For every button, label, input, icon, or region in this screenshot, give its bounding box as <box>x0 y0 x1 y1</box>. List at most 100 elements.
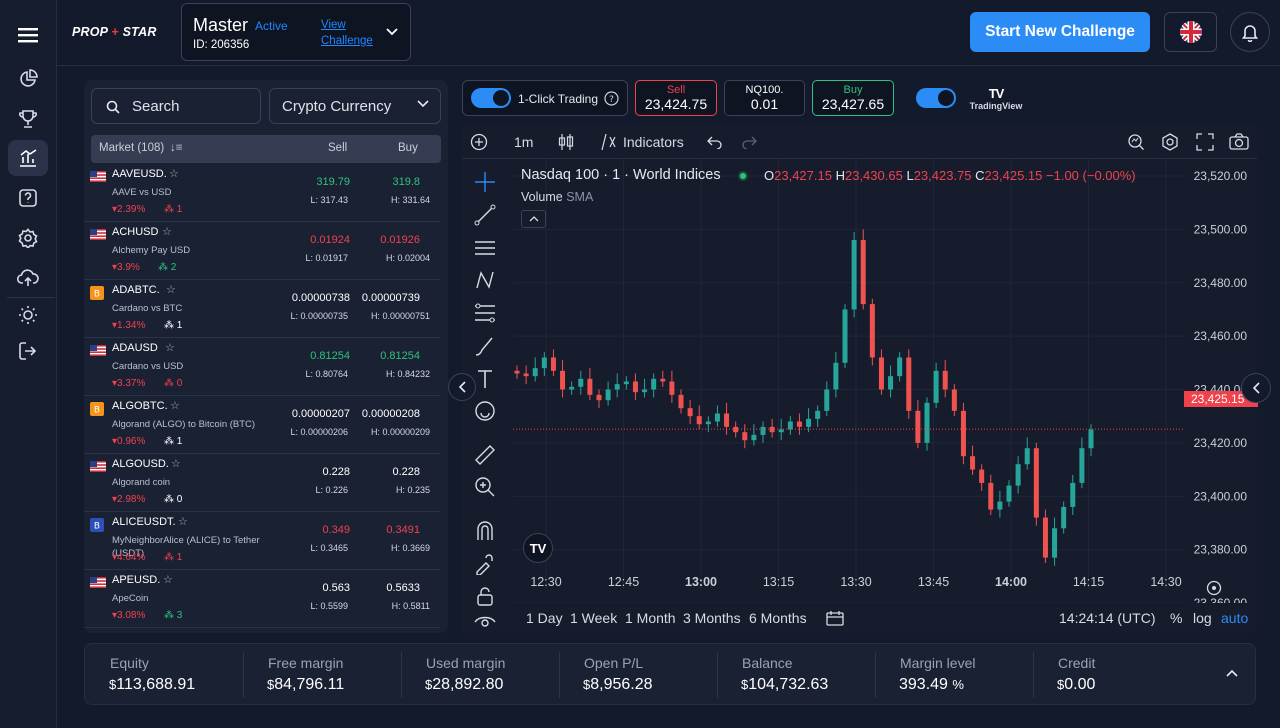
fib-icon[interactable] <box>474 302 496 324</box>
lock-icon[interactable] <box>474 585 496 607</box>
lock-drawing-icon[interactable] <box>474 553 496 575</box>
auto-toggle[interactable]: auto <box>1221 610 1249 626</box>
range-1-day[interactable]: 1 Day <box>526 610 563 626</box>
trend-line-icon[interactable] <box>474 204 496 226</box>
candles-icon[interactable] <box>558 133 574 151</box>
sell-price[interactable]: 319.79 <box>316 176 350 188</box>
buy-price[interactable]: 0.228 <box>392 466 420 478</box>
undo-icon[interactable] <box>707 135 723 149</box>
settings-icon[interactable] <box>1161 133 1179 151</box>
buy-price[interactable]: 0.00000739 <box>361 292 420 304</box>
market-row[interactable]: ADAUSD ☆ Cardano vs USD ▾3.37% ⁂ 0 0.81254 0.8… <box>84 338 440 396</box>
interval-button[interactable]: 1m <box>514 134 534 150</box>
market-row[interactable]: APEUSD. ☆ ApeCoin ▾3.08% ⁂ 3 0.563 0.5633 L: 0.… <box>84 570 440 628</box>
buy-price[interactable]: 0.01926 <box>380 234 420 246</box>
sell-price[interactable]: 0.563 <box>322 582 350 594</box>
market-row[interactable]: B ADABTC. ☆ Cardano vs BTC ▾1.34% ⁂ 1 0.000007… <box>84 280 440 338</box>
sort-icon[interactable]: ↓≡ <box>170 142 183 154</box>
redo-icon[interactable] <box>741 135 757 149</box>
tradingview-badge-icon[interactable]: TV <box>523 533 553 563</box>
star-icon[interactable]: ☆ <box>163 574 173 586</box>
pattern-icon[interactable] <box>474 269 496 291</box>
text-icon[interactable] <box>474 368 496 390</box>
range-3-months[interactable]: 3 Months <box>683 610 741 626</box>
buy-price[interactable]: 319.8 <box>392 176 420 188</box>
market-row[interactable]: ACHUSD ☆ Alchemy Pay USD ▾3.9% ⁂ 2 0.01924 0.0… <box>84 222 440 280</box>
help-icon[interactable] <box>8 180 48 216</box>
start-new-challenge-button[interactable]: Start New Challenge <box>970 12 1150 52</box>
header-market[interactable]: Market (108) <box>99 142 165 154</box>
star-icon[interactable]: ☆ <box>178 516 188 528</box>
sell-price[interactable]: 0.81254 <box>310 350 350 362</box>
chevron-down-icon[interactable] <box>386 25 398 39</box>
category-select[interactable]: Crypto Currency <box>269 88 441 124</box>
range-1-week[interactable]: 1 Week <box>570 610 618 626</box>
settings-icon[interactable] <box>8 220 48 256</box>
buy-price[interactable]: 0.5633 <box>386 582 420 594</box>
sun-icon[interactable] <box>8 297 48 333</box>
search-input[interactable]: Search <box>91 88 261 124</box>
quick-search-icon[interactable] <box>1127 133 1145 151</box>
buy-price[interactable]: 0.00000208 <box>361 408 420 420</box>
range-6-months[interactable]: 6 Months <box>749 610 807 626</box>
range-1-month[interactable]: 1 Month <box>625 610 676 626</box>
emoji-icon[interactable] <box>474 400 496 422</box>
buy-button[interactable]: Buy 23,427.65 <box>812 80 894 116</box>
sell-price[interactable]: 0.01924 <box>310 234 350 246</box>
brand-logo[interactable]: PROP + STAR <box>72 25 157 39</box>
expand-side-panel-button[interactable] <box>1241 373 1271 403</box>
market-row[interactable]: ALGOUSD. ☆ Algorand coin ▾2.98% ⁂ 0 0.228 0.22… <box>84 454 440 512</box>
magnet-icon[interactable] <box>474 520 496 542</box>
zoom-in-icon[interactable] <box>474 476 496 498</box>
star-icon[interactable]: ☆ <box>162 226 172 238</box>
chevron-up-icon[interactable] <box>1226 669 1238 677</box>
collapse-market-panel-button[interactable] <box>448 373 476 401</box>
bell-icon[interactable] <box>1230 12 1270 52</box>
market-row[interactable]: AAVEUSD. ☆ AAVE vs USD ▾2.39% ⁂ 1 319.79 319.8… <box>84 164 440 222</box>
indicators-button[interactable]: Indicators <box>623 134 684 150</box>
sell-price[interactable]: 0.349 <box>322 524 350 536</box>
sell-price[interactable]: 0.00000207 <box>291 408 350 420</box>
ruler-icon[interactable] <box>474 444 496 466</box>
sell-price[interactable]: 0.228 <box>322 466 350 478</box>
sell-button[interactable]: Sell 23,424.75 <box>635 80 717 116</box>
log-toggle[interactable]: log <box>1193 610 1212 626</box>
one-click-toggle[interactable] <box>471 88 511 108</box>
candle-chart[interactable]: 23,520.00 23,500.00 23,480.00 23,460.00 23,4… <box>462 159 1257 603</box>
brush-icon[interactable] <box>474 335 496 357</box>
view-challenge-link[interactable]: View Challenge <box>321 19 373 47</box>
star-icon[interactable]: ☆ <box>171 458 181 470</box>
chart-pie-icon[interactable] <box>8 61 48 97</box>
add-symbol-icon[interactable] <box>470 133 488 151</box>
calendar-icon[interactable] <box>826 610 844 626</box>
upload-icon[interactable] <box>8 260 48 296</box>
one-click-trading[interactable]: 1-Click Trading ? <box>462 80 628 116</box>
market-row[interactable]: B ALICEUSDT. ☆ MyNeighborAlice (ALICE) to T… <box>84 512 440 570</box>
sell-price[interactable]: 0.00000738 <box>291 292 350 304</box>
timezone-settings-icon[interactable] <box>1206 580 1222 596</box>
indicators-icon[interactable] <box>600 133 616 151</box>
trading-icon[interactable] <box>8 140 48 176</box>
trophy-icon[interactable] <box>8 101 48 137</box>
star-icon[interactable]: ☆ <box>170 400 180 412</box>
camera-icon[interactable] <box>1229 133 1249 151</box>
buy-price[interactable]: 0.3491 <box>386 524 420 536</box>
buy-price[interactable]: 0.81254 <box>380 350 420 362</box>
star-icon[interactable]: ☆ <box>166 284 176 296</box>
market-row[interactable]: B ALGOBTC. ☆ Algorand (ALGO) to Bitcoin (BT… <box>84 396 440 454</box>
crosshair-icon[interactable] <box>474 171 496 193</box>
horizontal-lines-icon[interactable] <box>474 237 496 259</box>
star-icon[interactable]: ☆ <box>165 342 175 354</box>
logout-icon[interactable] <box>8 333 48 369</box>
market-symbol: ALGOBTC. <box>112 400 168 412</box>
fullscreen-icon[interactable] <box>1196 133 1214 151</box>
star-icon[interactable]: ☆ <box>169 168 179 180</box>
tradingview-toggle[interactable] <box>916 88 956 108</box>
account-selector[interactable]: Master Active ID: 206356 View Challenge <box>181 3 411 61</box>
menu-icon[interactable] <box>8 17 48 53</box>
help-circle-icon[interactable]: ? <box>604 91 619 106</box>
collapse-legend-button[interactable] <box>521 210 546 228</box>
eye-icon[interactable] <box>474 613 496 631</box>
language-button[interactable] <box>1164 12 1217 52</box>
percent-toggle[interactable]: % <box>1170 610 1183 626</box>
